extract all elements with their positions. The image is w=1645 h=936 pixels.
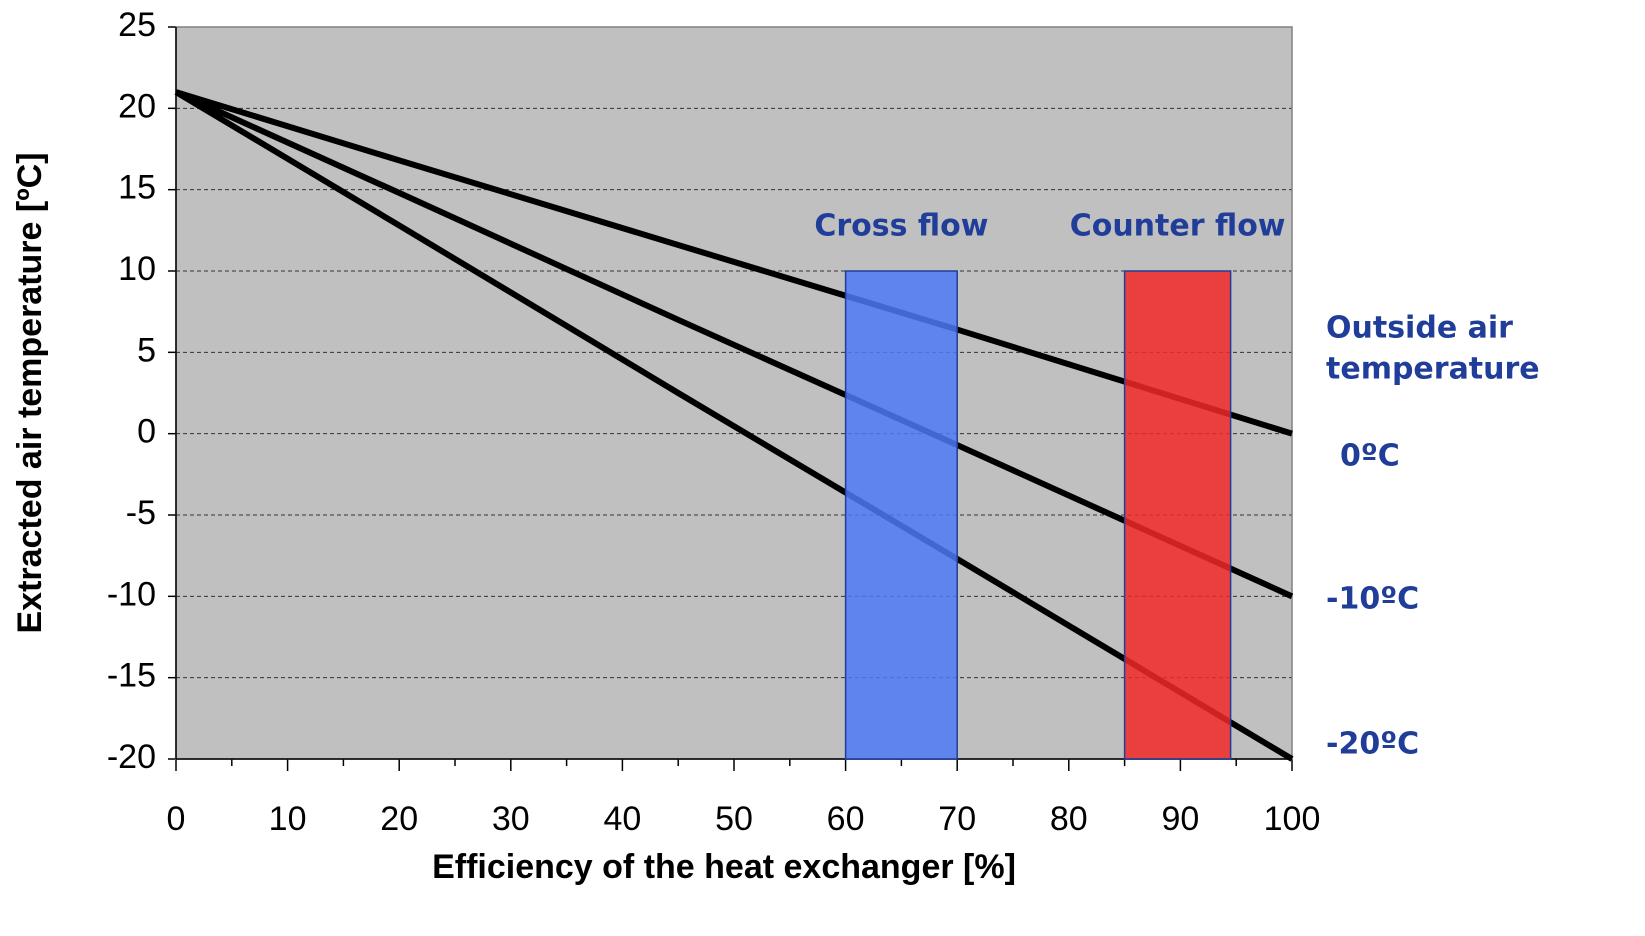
flow-band: [1123, 270, 1232, 760]
x-tick-label: 0: [167, 800, 186, 838]
flow-band: [844, 270, 958, 760]
y-tick-label: 15: [118, 169, 156, 207]
x-tick-label: 50: [715, 800, 753, 838]
x-tick-label: 40: [603, 800, 641, 838]
series-label: 0ºC: [1340, 439, 1400, 474]
y-tick-label: 5: [137, 331, 156, 369]
x-tick-label: 90: [1161, 800, 1199, 838]
x-tick-label: 60: [827, 800, 865, 838]
band-label: Cross flow: [814, 209, 988, 244]
y-tick-label: 20: [118, 87, 156, 125]
legend-title: temperature: [1326, 352, 1540, 387]
legend-title: Outside air: [1326, 311, 1513, 346]
x-tick-label: 20: [380, 800, 418, 838]
y-tick-label: 10: [118, 250, 156, 288]
y-tick-label: 0: [137, 413, 156, 451]
x-tick-label: 70: [938, 800, 976, 838]
y-tick-label: 25: [118, 6, 156, 44]
series-line: [174, 89, 1294, 600]
x-tick-label: 100: [1264, 800, 1321, 838]
band-label: Counter flow: [1070, 209, 1286, 244]
series-label: -20ºC: [1326, 727, 1419, 762]
x-tick-label: 10: [269, 800, 307, 838]
y-axis-title: Extracted air temperature [ºC]: [11, 152, 49, 633]
y-tick-label: -5: [126, 494, 156, 532]
x-tick-label: 30: [492, 800, 530, 838]
y-tick-label: -20: [107, 738, 156, 776]
x-axis-title: Efficiency of the heat exchanger [%]: [432, 848, 1016, 886]
y-tick-label: -10: [107, 575, 156, 613]
x-tick-label: 80: [1050, 800, 1088, 838]
series-label: -10ºC: [1326, 582, 1419, 617]
series-line: [175, 89, 1293, 437]
y-tick-label: -15: [107, 657, 156, 695]
series-line: [174, 89, 1294, 762]
